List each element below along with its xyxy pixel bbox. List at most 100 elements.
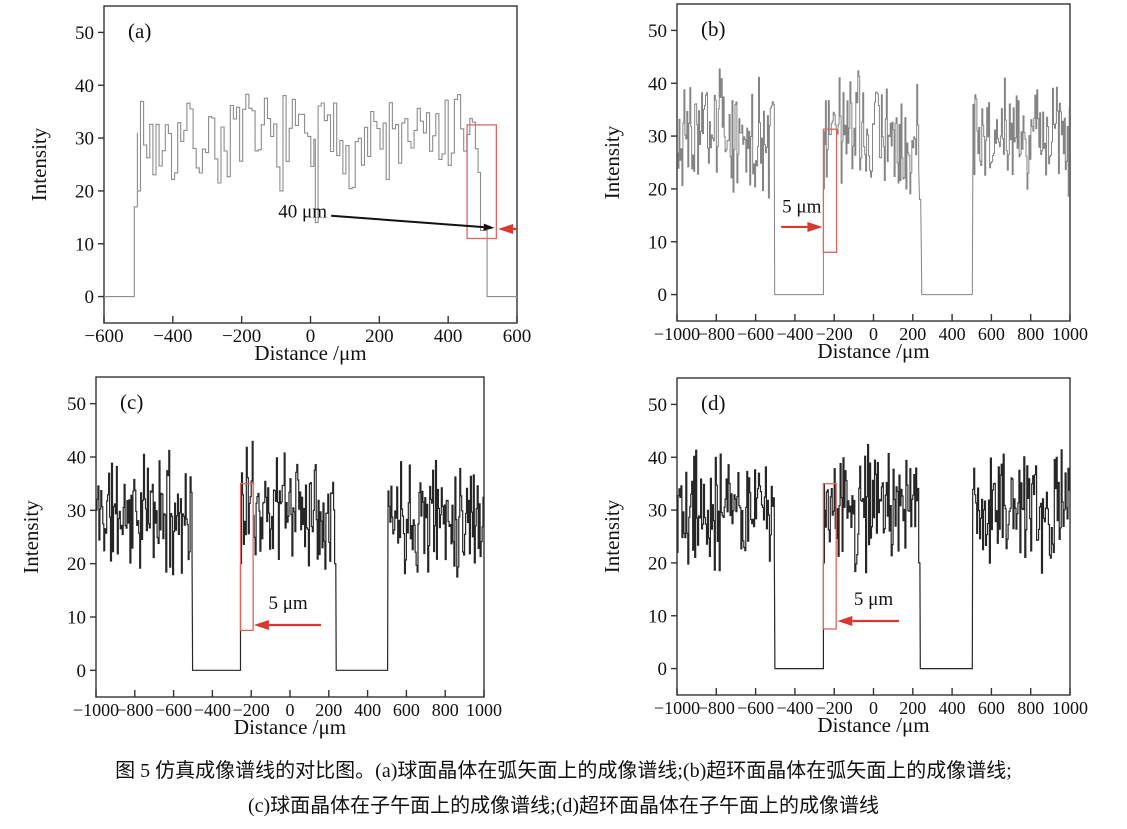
y-tick-label: 50 xyxy=(648,395,667,416)
x-tick-label: 200 xyxy=(365,326,394,347)
pointer-arrow-head xyxy=(483,223,495,231)
x-tick-label: −200 xyxy=(816,698,853,718)
x-tick-label: 800 xyxy=(432,700,459,720)
x-tick-label: −400 xyxy=(776,324,813,344)
figure-caption-line-1: 图 5 仿真成像谱线的对比图。(a)球面晶体在弧矢面上的成像谱线;(b)超环面晶… xyxy=(115,760,1012,782)
x-tick-label: −1000 xyxy=(73,700,119,720)
y-tick-label: 30 xyxy=(67,501,86,522)
subplot-letter: (a) xyxy=(128,19,151,43)
x-tick-label: 1000 xyxy=(466,700,502,720)
x-tick-label: 600 xyxy=(503,326,532,347)
subplot-letter: (c) xyxy=(120,390,143,414)
x-tick-label: −600 xyxy=(84,326,123,347)
x-axis-label: Distance /μm xyxy=(234,715,346,739)
y-axis-label: Intensity xyxy=(600,125,624,199)
subplot-c-chart: 0 10 20 30 40 50 −1000−800 −600 −400 −200 0 200 400 6… xyxy=(19,376,502,739)
x-tick-label: 600 xyxy=(978,324,1005,344)
subplot-d-chart: 0 10 20 30 40 50 −1000−800 −600 −400 −200 0 200 400 6… xyxy=(600,377,1088,737)
x-tick-label: −200 xyxy=(233,700,270,720)
y-axis-label: Intensity xyxy=(600,499,624,573)
x-tick-label: −200 xyxy=(222,326,261,347)
x-tick-label: 600 xyxy=(393,700,420,720)
y-tick-label: 40 xyxy=(67,448,86,469)
x-tick-label: −600 xyxy=(155,700,192,720)
y-tick-label: 30 xyxy=(648,501,667,522)
y-tick-label: 20 xyxy=(67,554,86,575)
y-tick-label: 40 xyxy=(648,448,667,469)
highlight-box xyxy=(822,483,837,630)
x-tick-label: 400 xyxy=(939,698,966,718)
subplot-b-chart: 0 10 20 30 40 50 −1000−800 −600 −400 −200 0 200 400 6… xyxy=(600,3,1088,363)
x-tick-label: −400 xyxy=(776,698,813,718)
series-line xyxy=(104,93,517,298)
x-tick-label: 200 xyxy=(899,698,926,718)
y-tick-label: 0 xyxy=(658,285,668,306)
x-tick-label: 600 xyxy=(978,698,1005,718)
scale-arrow-head xyxy=(837,616,853,627)
scale-arrow-head xyxy=(807,221,823,232)
subplot-letter: (d) xyxy=(701,391,726,415)
y-tick-label: 0 xyxy=(85,287,95,308)
x-axis-label: Distance /μm xyxy=(254,341,366,365)
y-tick-label: 20 xyxy=(75,181,94,202)
x-tick-label: 1000 xyxy=(1052,324,1088,344)
y-tick-label: 10 xyxy=(648,606,667,627)
y-tick-label: 0 xyxy=(77,661,87,682)
x-tick-label: −600 xyxy=(737,324,774,344)
pointer-arrow-shaft xyxy=(331,214,484,229)
x-tick-label: 800 xyxy=(1017,698,1044,718)
highlight-box xyxy=(239,483,254,631)
x-tick-label: 400 xyxy=(434,326,463,347)
annotation-label: 5 μm xyxy=(782,197,821,218)
x-tick-label: 400 xyxy=(354,700,381,720)
highlight-box xyxy=(822,128,838,253)
y-tick-label: 20 xyxy=(648,179,667,200)
series-line xyxy=(677,68,1070,296)
y-tick-label: 10 xyxy=(67,608,86,629)
annotation-label: 5 μm xyxy=(854,589,893,610)
series-line xyxy=(96,440,484,671)
plot-frame xyxy=(676,377,1071,696)
x-tick-label: 800 xyxy=(1017,324,1044,344)
scale-arrow-head xyxy=(498,223,514,234)
x-tick-label: 0 xyxy=(306,326,316,347)
y-axis-label: Intensity xyxy=(19,500,43,574)
y-tick-label: 40 xyxy=(648,74,667,95)
x-tick-label: −800 xyxy=(116,700,153,720)
y-tick-label: 50 xyxy=(648,21,667,42)
annotation-label: 5 μm xyxy=(268,593,307,614)
y-tick-label: 30 xyxy=(75,129,94,150)
x-tick-label: −400 xyxy=(194,700,231,720)
y-axis-label: Intensity xyxy=(27,127,51,201)
x-tick-label: 0 xyxy=(869,698,878,718)
y-tick-label: 50 xyxy=(67,394,86,415)
x-tick-label: −200 xyxy=(816,324,853,344)
x-tick-label: 1000 xyxy=(1052,698,1088,718)
x-axis-label: Distance /μm xyxy=(817,713,929,737)
y-tick-label: 10 xyxy=(75,234,94,255)
x-tick-label: 0 xyxy=(869,324,878,344)
figure-caption: 图 5 仿真成像谱线的对比图。(a)球面晶体在弧矢面上的成像谱线;(b)超环面晶… xyxy=(0,745,1127,819)
figure-caption-line-2: (c)球面晶体在子午面上的成像谱线;(d)超环面晶体在子午面上的成像谱线 xyxy=(247,795,880,817)
x-tick-label: −1000 xyxy=(654,698,700,718)
subplot-letter: (b) xyxy=(701,17,726,41)
y-tick-label: 50 xyxy=(75,23,94,44)
subplot-a-chart: 0 10 20 30 40 50 −600 −400 −200 0 200 400 600 Distanc… xyxy=(27,5,532,365)
y-tick-label: 30 xyxy=(648,127,667,148)
scale-arrow-head xyxy=(253,620,269,630)
x-tick-label: 400 xyxy=(939,324,966,344)
x-tick-label: 200 xyxy=(899,324,926,344)
y-tick-label: 0 xyxy=(658,659,668,680)
x-tick-label: 0 xyxy=(286,700,295,720)
x-tick-label: −1000 xyxy=(654,324,700,344)
y-tick-label: 40 xyxy=(75,76,94,97)
x-tick-label: −800 xyxy=(698,324,735,344)
x-tick-label: −600 xyxy=(737,698,774,718)
series-line xyxy=(677,443,1070,670)
plot-frame xyxy=(676,3,1071,322)
annotation-label: 40 μm xyxy=(278,201,327,222)
highlight-box xyxy=(466,124,497,240)
y-tick-label: 20 xyxy=(648,553,667,574)
x-tick-label: −800 xyxy=(698,698,735,718)
